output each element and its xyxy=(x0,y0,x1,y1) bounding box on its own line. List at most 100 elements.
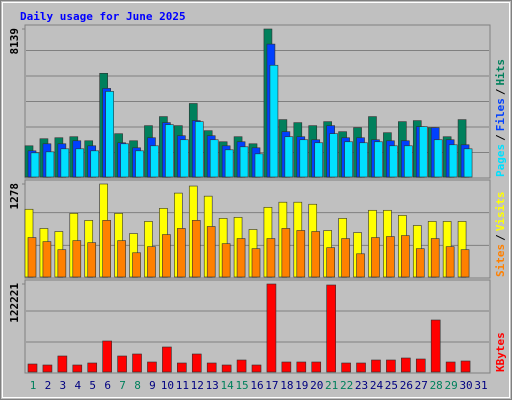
bar xyxy=(135,150,144,178)
x-tick-label: 4 xyxy=(74,379,81,392)
x-tick-label: 23 xyxy=(355,379,368,392)
legend-entry: Files xyxy=(494,98,507,131)
x-tick-label: 28 xyxy=(430,379,443,392)
bar xyxy=(239,146,249,178)
bar xyxy=(177,362,187,373)
bar xyxy=(221,243,231,278)
bar xyxy=(386,359,396,373)
x-tick-label: 17 xyxy=(265,379,278,392)
bar xyxy=(132,252,141,278)
legend: KBytes xyxy=(494,332,507,372)
y-tick-label: 8139 xyxy=(8,28,21,55)
bar xyxy=(266,238,276,278)
x-tick-label: 27 xyxy=(415,379,428,392)
x-tick-label: 13 xyxy=(206,379,219,392)
bar xyxy=(27,237,37,278)
legend-separator: / xyxy=(494,234,507,241)
bar xyxy=(87,242,97,278)
x-tick-label: 29 xyxy=(445,379,458,392)
bar xyxy=(326,284,336,373)
bar xyxy=(72,364,83,373)
bar xyxy=(281,361,292,373)
bar xyxy=(251,248,261,278)
bar xyxy=(117,240,126,278)
bar xyxy=(371,359,381,373)
bar xyxy=(194,121,204,178)
x-tick-label: 9 xyxy=(149,379,156,392)
bar xyxy=(329,133,338,178)
bar xyxy=(326,247,335,278)
bar xyxy=(386,236,395,278)
bar xyxy=(162,346,172,373)
legend-separator: / xyxy=(494,134,507,141)
x-tick-label: 24 xyxy=(370,379,384,392)
bar xyxy=(162,234,171,278)
bar xyxy=(57,249,67,278)
bar xyxy=(30,152,40,178)
bar xyxy=(296,361,307,373)
bar xyxy=(180,139,189,178)
bar xyxy=(389,145,398,178)
x-tick-label: 11 xyxy=(176,379,189,392)
bar xyxy=(266,283,277,373)
bar xyxy=(359,142,368,178)
bar xyxy=(433,139,443,178)
legend-entry: Pages xyxy=(494,144,507,177)
x-tick-label: 5 xyxy=(89,379,96,392)
bar xyxy=(224,149,234,178)
bar xyxy=(254,153,264,178)
y-tick-label: 1278 xyxy=(8,183,21,210)
legend-entry: Sites xyxy=(494,244,507,277)
x-tick-label: 14 xyxy=(221,379,235,392)
bar xyxy=(191,220,201,278)
bar xyxy=(90,150,100,178)
bar xyxy=(45,151,55,178)
legend: Pages / Files / Hits xyxy=(494,59,507,177)
bar xyxy=(147,246,156,278)
bar xyxy=(418,126,428,178)
bar xyxy=(341,238,350,278)
bar xyxy=(299,139,309,178)
x-tick-label: 3 xyxy=(60,379,67,392)
bar xyxy=(460,360,471,373)
chart-title: Daily usage for June 2025 xyxy=(20,10,186,23)
x-tick-label: 25 xyxy=(385,379,398,392)
bar xyxy=(460,249,470,278)
bar xyxy=(221,364,232,373)
x-tick-label: 22 xyxy=(340,379,353,392)
x-tick-label: 8 xyxy=(134,379,141,392)
bar xyxy=(401,235,410,278)
bar xyxy=(206,226,216,278)
legend-entry: Hits xyxy=(494,59,507,86)
bar xyxy=(371,237,380,278)
bar xyxy=(236,359,247,373)
x-tick-label: 20 xyxy=(310,379,323,392)
bar xyxy=(236,238,246,278)
bar xyxy=(209,139,219,178)
x-tick-label: 6 xyxy=(104,379,111,392)
x-tick-label: 10 xyxy=(161,379,174,392)
x-tick-label: 30 xyxy=(459,379,472,392)
bar xyxy=(117,355,127,373)
bar xyxy=(463,148,473,178)
bar xyxy=(57,355,68,373)
bar xyxy=(344,141,353,178)
legend-separator: / xyxy=(494,88,507,95)
bar xyxy=(150,145,159,178)
bar xyxy=(206,362,217,373)
x-tick-label: 12 xyxy=(191,379,204,392)
bar xyxy=(120,143,129,178)
x-tick-label: 26 xyxy=(400,379,413,392)
bar xyxy=(105,91,114,178)
x-tick-label: 31 xyxy=(474,379,487,392)
bar xyxy=(448,144,458,178)
bar xyxy=(102,220,111,278)
x-tick-label: 2 xyxy=(45,379,52,392)
bar xyxy=(42,364,53,373)
bar xyxy=(165,124,174,178)
bar xyxy=(147,361,157,373)
bar xyxy=(269,64,279,178)
bar xyxy=(27,363,38,373)
bar xyxy=(42,241,52,278)
